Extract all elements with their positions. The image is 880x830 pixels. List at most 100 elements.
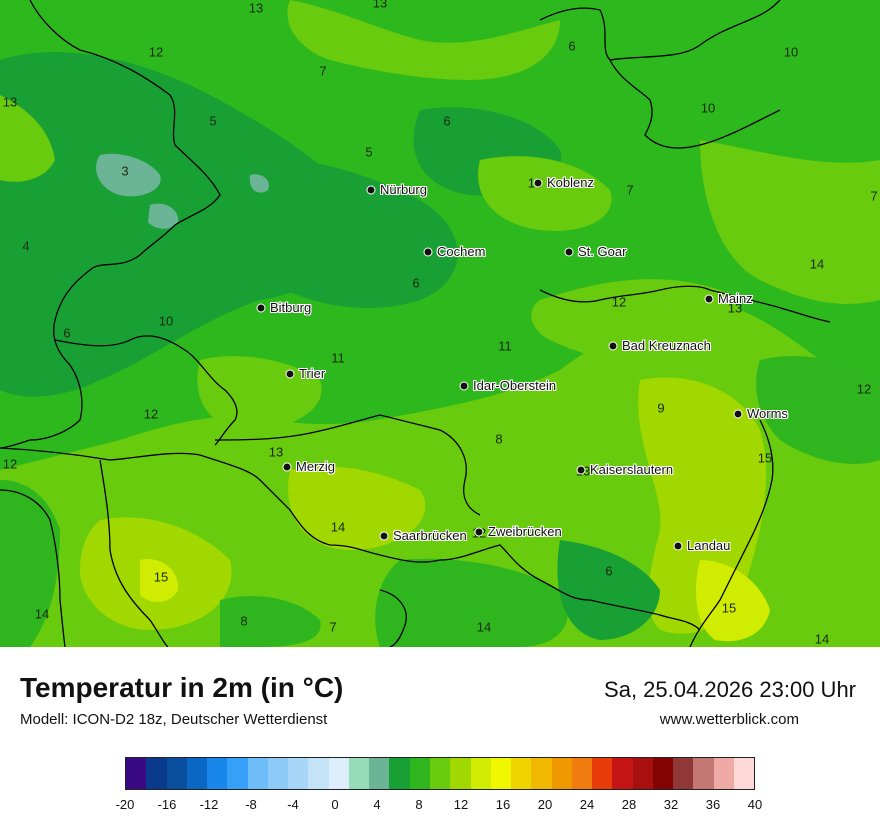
legend-color-cell	[673, 758, 694, 789]
legend-color-cell	[247, 758, 268, 789]
city-dot	[608, 341, 618, 351]
temperature-value-label: 6	[568, 38, 576, 54]
temperature-value-label: 12	[611, 294, 627, 310]
city-dot	[256, 303, 266, 313]
legend-color-cell	[531, 758, 552, 789]
temperature-value-label: 9	[657, 400, 665, 416]
legend-color-cell	[571, 758, 593, 789]
city-name: Trier	[299, 365, 326, 381]
temperature-value-label: 13	[727, 300, 743, 316]
legend-color-cell	[592, 758, 613, 789]
legend-color-cell	[186, 758, 208, 789]
city-name: St. Goar	[578, 243, 627, 259]
legend-tick-label: -16	[157, 797, 177, 812]
legend-color-cell	[369, 758, 390, 789]
temperature-value-label: 6	[412, 275, 420, 291]
temperature-value-label: 10	[700, 100, 716, 116]
city-name: Saarbrücken	[393, 527, 467, 543]
city-dot	[379, 531, 389, 541]
legend-tick-label: 32	[663, 797, 679, 812]
temperature-value-label: 12	[148, 44, 164, 60]
temperature-value-label: 11	[498, 338, 512, 354]
legend-color-cell	[409, 758, 430, 789]
city-dot	[423, 247, 433, 257]
legend-color-cell	[267, 758, 289, 789]
temperature-value-label: 13	[2, 94, 18, 110]
temperature-value-label: 7	[870, 188, 878, 204]
legend-color-cell	[429, 758, 451, 789]
legend-tick-label: -4	[287, 797, 299, 812]
legend-color-cell	[632, 758, 653, 789]
legend-tick-label: -12	[199, 797, 219, 812]
temperature-value-label: 7	[319, 63, 327, 79]
temperature-value-label: 3	[121, 163, 129, 179]
legend-tick-label: 24	[579, 797, 595, 812]
temperature-value-label: 11	[331, 350, 345, 366]
legend-color-cell	[693, 758, 714, 789]
temperature-value-label: 13	[372, 0, 388, 11]
city-dot	[576, 465, 586, 475]
city-name: Merzig	[296, 458, 336, 474]
city-name: Landau	[687, 537, 731, 553]
temperature-value-label: 7	[329, 619, 337, 635]
temperature-value-label: 14	[476, 619, 492, 635]
legend-color-cell	[713, 758, 734, 789]
legend-color-cell	[348, 758, 370, 789]
website-link[interactable]: www.wetterblick.com	[659, 711, 799, 728]
legend-tick-label: 16	[495, 797, 511, 812]
legend-tick-label: 0	[331, 797, 339, 812]
legend-tick-label: 28	[621, 797, 637, 812]
legend-color-cell	[328, 758, 349, 789]
model-info: Modell: ICON-D2 18z, Deutscher Wetterdie…	[20, 711, 328, 728]
city-name: Bad Kreuznach	[622, 337, 711, 353]
legend-tick-label: 8	[415, 797, 423, 812]
city-dot	[282, 462, 292, 472]
map-background	[0, 0, 880, 647]
city-name: Idar-Oberstein	[473, 377, 557, 393]
temperature-value-label: 10	[158, 313, 174, 329]
temperature-value-label: 5	[365, 144, 373, 160]
city-dot	[704, 294, 714, 304]
legend-color-cell	[612, 758, 633, 789]
city-name: Worms	[747, 405, 788, 421]
legend-tick-label: 12	[453, 797, 469, 812]
map-title: Temperatur in 2m (in °C)	[20, 672, 344, 703]
temperature-value-label: 6	[63, 325, 71, 341]
city-dot	[459, 381, 469, 391]
city-name: Cochem	[437, 243, 486, 259]
temperature-value-label: 4	[22, 238, 30, 254]
city-dot	[564, 247, 574, 257]
legend-color-cell	[146, 758, 167, 789]
city-dot	[474, 527, 484, 537]
city-name: Bitburg	[270, 299, 312, 315]
forecast-datetime: Sa, 25.04.2026 23:00 Uhr	[604, 677, 856, 702]
city-name: Koblenz	[547, 174, 594, 190]
city-dot	[673, 541, 683, 551]
legend-color-cell	[450, 758, 471, 789]
temperature-value-label: 6	[605, 563, 613, 579]
legend-color-cell	[490, 758, 512, 789]
legend-tick-label: -20	[115, 797, 135, 812]
city-name: Mainz	[718, 290, 753, 306]
legend-color-cell	[227, 758, 248, 789]
temperature-value-label: 12	[143, 406, 159, 422]
legend-color-cell	[126, 758, 147, 789]
legend-color-cell	[288, 758, 309, 789]
city-name: Kaiserslautern	[590, 461, 674, 477]
temperature-value-label: 13	[268, 444, 284, 460]
temperature-value-label: 15	[757, 450, 773, 466]
legend-color-bar	[125, 757, 755, 790]
legend-color-cell	[733, 758, 755, 789]
legend-tick-labels: -20 -16 -12 -8 -4 0 4 8 12 16 20 24 28 32 36 40	[116, 797, 763, 813]
temperature-value-label: 14	[330, 519, 346, 535]
legend-color-cell	[207, 758, 228, 789]
temperature-value-label: 10	[783, 44, 799, 60]
temperature-value-label: 8	[240, 613, 248, 629]
city-name: Zweibrücken	[488, 523, 562, 539]
temperature-value-label: 12	[856, 381, 872, 397]
legend-color-cell	[389, 758, 410, 789]
legend-color-cell	[166, 758, 187, 789]
temperature-value-label: 14	[34, 606, 50, 622]
city-name: Nürburg	[380, 181, 427, 197]
temperature-map: 13 13 12 7 6 10 13 5 6 10 5 3 13 7 7 4 14 6 12 13 6 10 11 11 12 9…	[0, 0, 880, 647]
